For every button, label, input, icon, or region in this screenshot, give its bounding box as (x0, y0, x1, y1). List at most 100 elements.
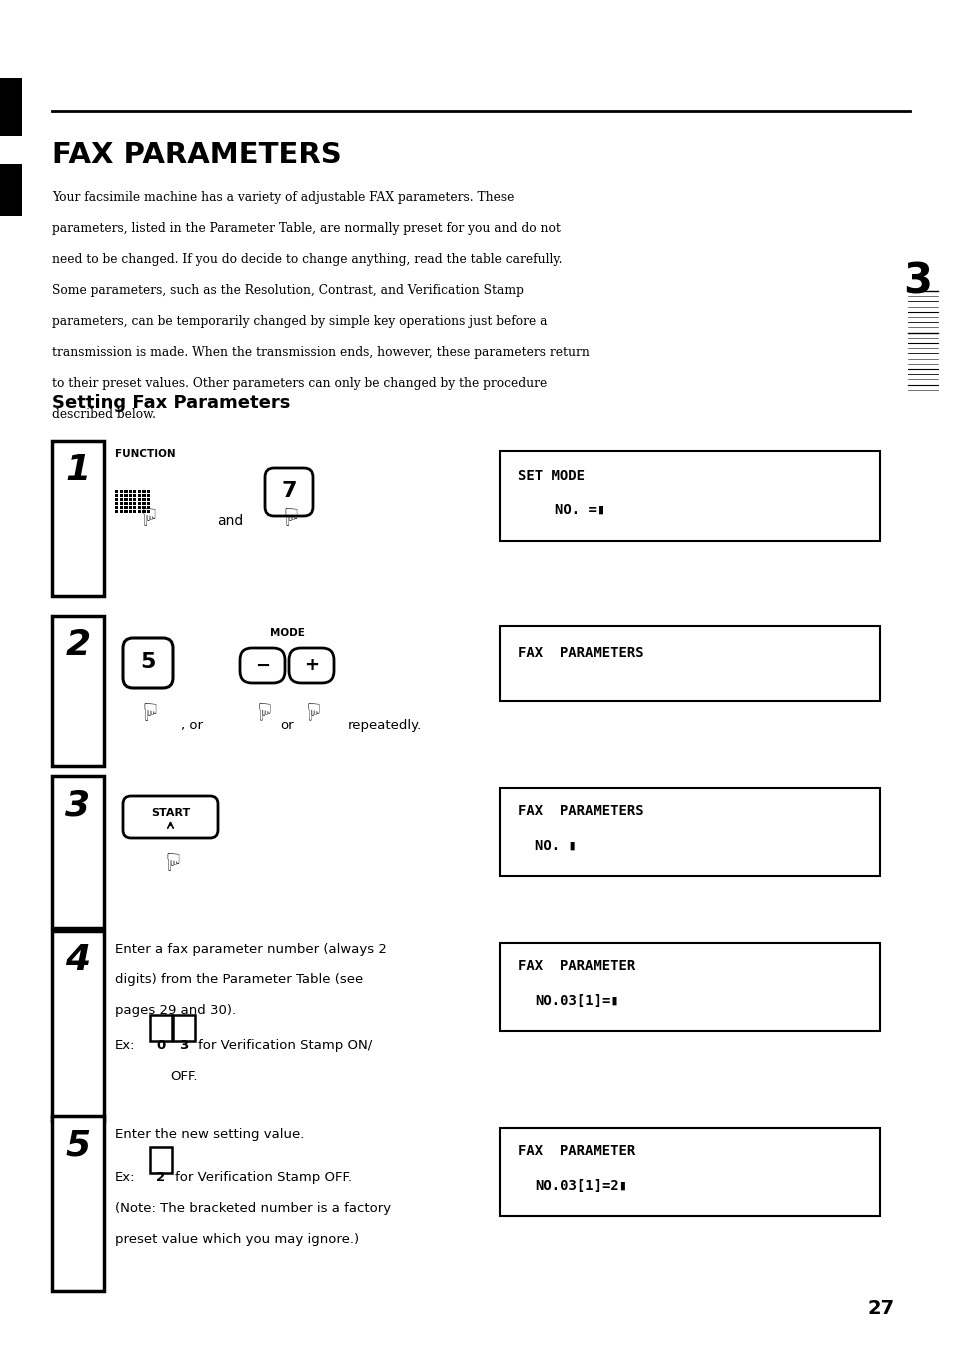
Text: FAX PARAMETERS: FAX PARAMETERS (52, 141, 341, 170)
Bar (52, 1116, 104, 1291)
Text: need to be changed. If you do decide to change anything, read the table carefull: need to be changed. If you do decide to … (52, 253, 562, 267)
Bar (119, 510, 123, 513)
Bar (124, 498, 128, 501)
Bar (0, 78, 22, 136)
Text: or: or (280, 719, 294, 732)
Text: Enter the new setting value.: Enter the new setting value. (115, 1128, 304, 1141)
Text: ☝: ☝ (139, 501, 154, 525)
Text: digits) from the Parameter Table (see: digits) from the Parameter Table (see (115, 973, 363, 987)
Bar (142, 494, 146, 497)
Text: repeatedly.: repeatedly. (348, 719, 422, 732)
Bar (147, 490, 150, 493)
Text: Your facsimile machine has a variety of adjustable FAX parameters. These: Your facsimile machine has a variety of … (52, 191, 514, 205)
Bar (147, 502, 150, 505)
Bar (499, 626, 879, 701)
Text: NO.03[1]=▮: NO.03[1]=▮ (535, 993, 618, 1008)
Text: FAX  PARAMETER: FAX PARAMETER (517, 958, 635, 973)
Bar (0, 164, 22, 215)
Text: NO. ▮: NO. ▮ (535, 839, 577, 853)
Text: 4: 4 (66, 944, 91, 977)
Bar (129, 490, 132, 493)
Bar (499, 787, 879, 876)
Bar (150, 1015, 172, 1040)
Bar (52, 441, 104, 596)
Bar (137, 490, 141, 493)
Text: −: − (254, 657, 270, 674)
Text: for Verification Stamp ON/: for Verification Stamp ON/ (198, 1039, 372, 1053)
Bar (124, 510, 128, 513)
Bar (124, 490, 128, 493)
Text: parameters, listed in the Parameter Table, are normally preset for you and do no: parameters, listed in the Parameter Tabl… (52, 222, 560, 236)
Text: FAX  PARAMETERS: FAX PARAMETERS (517, 804, 643, 818)
Text: ☝: ☝ (163, 847, 178, 870)
Text: (Note: The bracketed number is a factory: (Note: The bracketed number is a factory (115, 1202, 391, 1215)
Text: NO. =▮: NO. =▮ (555, 503, 604, 517)
Text: , or: , or (181, 719, 203, 732)
Text: pages 29 and 30).: pages 29 and 30). (115, 1004, 236, 1018)
Bar (52, 931, 104, 1121)
Bar (115, 506, 118, 509)
Bar (147, 498, 150, 501)
Bar (119, 494, 123, 497)
Text: 5: 5 (140, 651, 155, 672)
Text: to their preset values. Other parameters can only be changed by the procedure: to their preset values. Other parameters… (52, 377, 547, 390)
Bar (142, 510, 146, 513)
Text: parameters, can be temporarily changed by simple key operations just before a: parameters, can be temporarily changed b… (52, 315, 547, 328)
Text: described below.: described below. (52, 408, 156, 421)
Bar (137, 506, 141, 509)
Bar (142, 502, 146, 505)
Text: 3: 3 (902, 261, 931, 303)
Text: 2: 2 (156, 1171, 166, 1184)
Bar (147, 494, 150, 497)
Text: 3: 3 (66, 787, 91, 822)
Bar (132, 490, 136, 493)
Bar (132, 498, 136, 501)
Bar (119, 490, 123, 493)
Bar (129, 494, 132, 497)
Bar (115, 502, 118, 505)
Text: OFF.: OFF. (170, 1070, 197, 1084)
Bar (119, 502, 123, 505)
Bar (129, 506, 132, 509)
Bar (142, 498, 146, 501)
Text: Setting Fax Parameters: Setting Fax Parameters (52, 394, 290, 412)
Bar (124, 502, 128, 505)
Text: 2: 2 (66, 629, 91, 662)
Bar (132, 510, 136, 513)
Text: 3: 3 (179, 1039, 189, 1053)
Bar (172, 1015, 194, 1040)
Bar (119, 498, 123, 501)
Bar (115, 510, 118, 513)
Bar (129, 498, 132, 501)
Bar (499, 451, 879, 541)
Bar (115, 498, 118, 501)
Bar (499, 1128, 879, 1215)
Bar (142, 506, 146, 509)
Text: for Verification Stamp OFF.: for Verification Stamp OFF. (174, 1171, 352, 1184)
Text: 27: 27 (867, 1299, 894, 1318)
Text: FAX  PARAMETER: FAX PARAMETER (517, 1144, 635, 1158)
Text: FUNCTION: FUNCTION (115, 450, 175, 459)
Bar (132, 502, 136, 505)
Text: Some parameters, such as the Resolution, Contrast, and Verification Stamp: Some parameters, such as the Resolution,… (52, 284, 523, 297)
Bar (137, 498, 141, 501)
Bar (129, 502, 132, 505)
Bar (115, 494, 118, 497)
FancyBboxPatch shape (123, 795, 218, 839)
Text: ☝: ☝ (255, 696, 270, 720)
Bar (119, 506, 123, 509)
Text: 7: 7 (281, 481, 296, 501)
Bar (499, 944, 879, 1031)
FancyBboxPatch shape (123, 638, 172, 688)
Bar (147, 510, 150, 513)
FancyBboxPatch shape (265, 468, 313, 516)
FancyBboxPatch shape (240, 647, 285, 682)
Bar (129, 510, 132, 513)
Text: and: and (216, 514, 243, 528)
Text: SET MODE: SET MODE (517, 468, 584, 483)
Text: FAX  PARAMETERS: FAX PARAMETERS (517, 646, 643, 660)
Text: Ex:: Ex: (115, 1039, 135, 1053)
Text: 5: 5 (66, 1128, 91, 1162)
Text: 1: 1 (66, 454, 91, 487)
Bar (132, 494, 136, 497)
